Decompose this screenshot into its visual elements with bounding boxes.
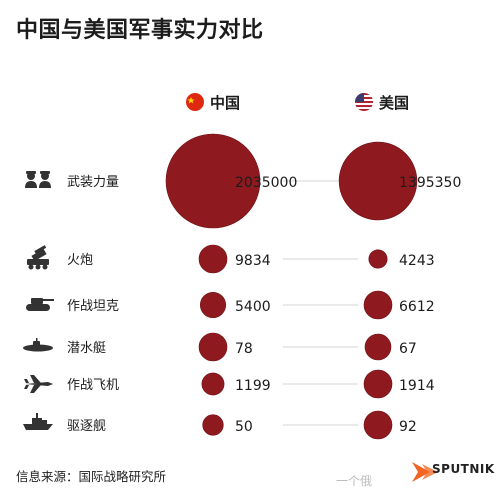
value-bubble	[165, 133, 261, 229]
value-bubble	[363, 410, 393, 440]
value-label: 67	[399, 341, 417, 357]
value-bubble	[363, 369, 393, 399]
tank-icon	[26, 298, 54, 311]
category-label: 作战飞机	[67, 378, 119, 393]
value-label: 2035000	[235, 175, 297, 191]
value-label: 5400	[235, 299, 271, 315]
chart-row: 驱逐舰 50 92	[67, 410, 417, 440]
value-bubble	[202, 414, 224, 436]
column-label-china: 中国	[210, 94, 240, 112]
usa-flag-icon	[355, 93, 373, 111]
category-label: 作战坦克	[67, 299, 119, 314]
value-label: 4243	[399, 253, 435, 269]
value-label: 1199	[235, 378, 271, 394]
chart-title: 中国与美国军事实力对比	[16, 18, 264, 43]
value-bubble	[200, 291, 227, 318]
value-label: 78	[235, 341, 253, 357]
column-header-usa: 美国	[355, 93, 409, 112]
value-bubble	[201, 372, 225, 396]
value-bubble	[363, 290, 393, 320]
value-label: 1914	[399, 378, 435, 394]
value-label: 9834	[235, 253, 271, 269]
column-header-china: 中国	[186, 93, 240, 112]
value-bubble	[198, 244, 228, 274]
destroyer-icon	[23, 413, 53, 430]
chart-row: 作战坦克 5400 6612	[67, 290, 435, 320]
chart-row: 武装力量 2035000 1395350	[67, 133, 461, 229]
category-label: 潜水艇	[67, 341, 106, 356]
chart-row: 潜水艇 78 67	[67, 332, 417, 362]
category-label: 武装力量	[67, 175, 119, 190]
category-label: 火炮	[67, 253, 93, 268]
chart-rows: 武装力量 2035000 1395350 火炮 9834 4243 作战坦克 5400 6612…	[67, 133, 461, 440]
artillery-icon	[27, 245, 49, 270]
category-label: 驱逐舰	[67, 419, 106, 434]
value-bubble	[198, 332, 228, 362]
data-source-note: 信息来源：国际战略研究所	[16, 469, 167, 484]
column-label-usa: 美国	[379, 94, 409, 112]
watermark-text: 一个俄	[336, 474, 373, 488]
value-bubble	[364, 333, 392, 361]
china-flag-icon	[186, 93, 204, 111]
value-label: 92	[399, 419, 417, 435]
value-bubble	[338, 141, 418, 221]
value-label: 50	[235, 419, 253, 435]
value-bubble	[368, 249, 388, 269]
sputnik-logo	[412, 462, 438, 482]
submarine-icon	[23, 338, 53, 352]
fighter-jet-icon	[24, 375, 53, 393]
value-label: 1395350	[399, 175, 461, 191]
chart-row: 火炮 9834 4243	[67, 244, 435, 274]
value-label: 6612	[399, 299, 435, 315]
chart-row: 作战飞机 1199 1914	[67, 369, 435, 399]
soldiers-icon	[25, 171, 51, 188]
brand-name: SPUTNIK	[432, 462, 495, 476]
